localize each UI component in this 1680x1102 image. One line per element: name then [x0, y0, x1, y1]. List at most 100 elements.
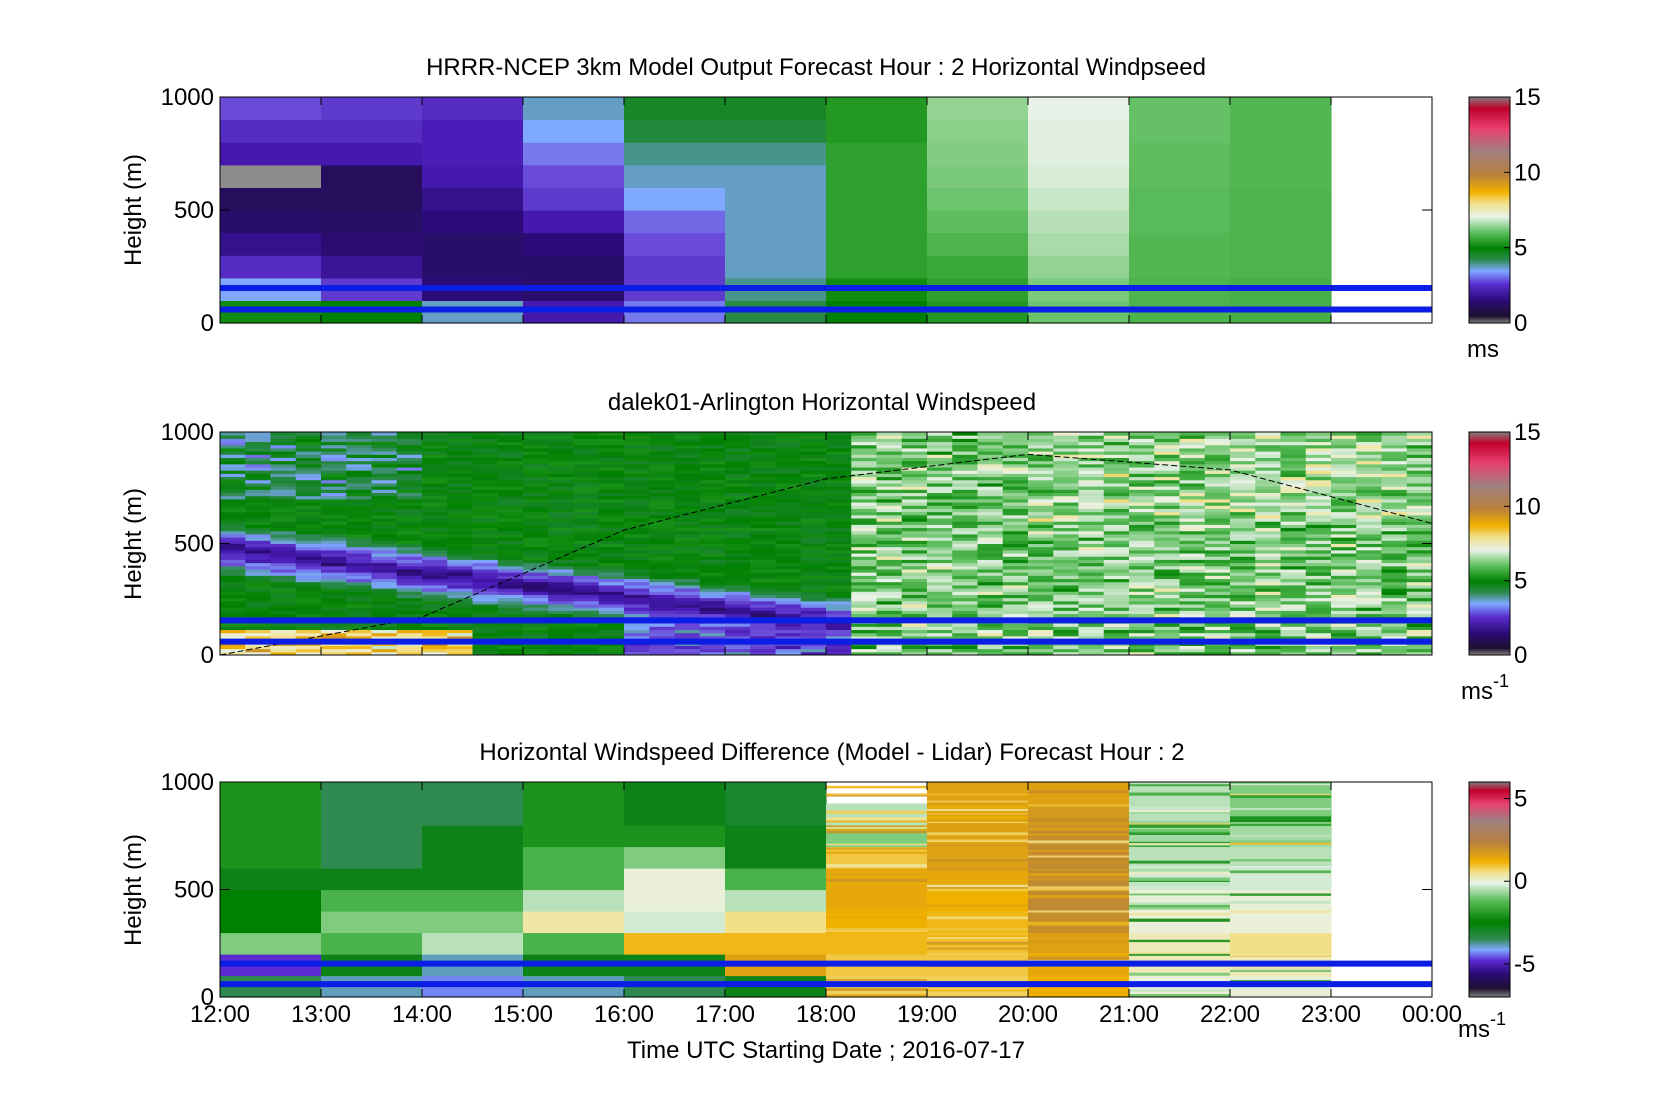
heatmap-cell	[321, 457, 347, 462]
heatmap-cell	[1305, 588, 1332, 592]
heatmap-cell	[548, 648, 574, 653]
heatmap-cell	[472, 495, 499, 500]
heatmap-cell	[1179, 533, 1206, 538]
heatmap-cell	[1230, 457, 1256, 462]
heatmap-cell	[472, 489, 499, 494]
heatmap-cell	[826, 482, 852, 487]
heatmap-cell	[1154, 476, 1180, 481]
heatmap-cell	[573, 610, 600, 615]
heatmap-cell	[800, 635, 827, 640]
heatmap-cell	[851, 460, 877, 465]
heatmap-cell	[1179, 546, 1206, 551]
heatmap-cell	[1154, 527, 1180, 532]
heatmap-cell	[851, 527, 877, 532]
heatmap-cell	[725, 511, 751, 516]
heatmap-cell	[977, 530, 1004, 535]
heatmap-cell	[472, 521, 499, 525]
heatmap-cell	[371, 521, 398, 525]
colorbar-tick-label: 0	[1514, 310, 1527, 337]
heatmap-cell	[1078, 482, 1105, 487]
heatmap-cell	[422, 584, 448, 589]
heatmap-cell	[1028, 511, 1054, 516]
heatmap-cell	[523, 142, 625, 166]
x-tick-label: 16:00	[594, 1001, 654, 1028]
heatmap-cell	[1280, 626, 1307, 631]
heatmap-cell	[220, 632, 246, 637]
heatmap-cell	[346, 511, 372, 516]
heatmap-cell	[422, 932, 524, 955]
heatmap-cell	[826, 546, 852, 551]
heatmap-cell	[624, 502, 650, 506]
heatmap-cell	[1356, 533, 1382, 538]
heatmap-cell	[346, 435, 372, 439]
heatmap-cell	[1406, 597, 1433, 602]
heatmap-cell	[598, 610, 625, 615]
heatmap-cell	[1154, 502, 1180, 506]
heatmap-cell	[775, 495, 802, 500]
heatmap-cell	[220, 846, 322, 869]
heatmap-cell	[295, 492, 322, 497]
heatmap-cell	[750, 626, 776, 631]
heatmap-cell	[952, 432, 978, 436]
heatmap-cell	[220, 470, 246, 474]
heatmap-cell	[800, 495, 827, 500]
heatmap-cell	[346, 648, 372, 653]
heatmap-cell	[1406, 651, 1433, 656]
heatmap-cell	[245, 505, 271, 509]
heatmap-cell	[270, 457, 297, 462]
heatmap-cell	[826, 613, 852, 618]
heatmap-cell	[1129, 893, 1230, 896]
heatmap-cell	[826, 988, 927, 991]
heatmap-cell	[851, 629, 877, 634]
heatmap-cell	[497, 575, 524, 580]
heatmap-cell	[1053, 549, 1079, 554]
heatmap-cell	[1204, 607, 1231, 611]
heatmap-cell	[447, 479, 473, 484]
heatmap-cell	[1103, 610, 1130, 615]
heatmap-cell	[1053, 489, 1079, 494]
heatmap-cell	[826, 651, 852, 656]
heatmap-cell	[523, 610, 549, 615]
heatmap-cell	[1129, 556, 1155, 560]
heatmap-cell	[396, 604, 423, 608]
heatmap-cell	[826, 994, 927, 997]
heatmap-cell	[1381, 584, 1408, 589]
heatmap-cell	[977, 556, 1004, 560]
heatmap-cell	[1230, 454, 1256, 458]
heatmap-cell	[295, 591, 322, 595]
heatmap-cell	[220, 142, 322, 166]
heatmap-cell	[1230, 565, 1256, 570]
heatmap-cell	[1356, 600, 1382, 605]
heatmap-cell	[1028, 889, 1130, 912]
heatmap-cell	[497, 578, 524, 583]
heatmap-cell	[1331, 508, 1357, 513]
heatmap-cell	[1280, 565, 1307, 570]
heatmap-cell	[396, 438, 423, 443]
heatmap-cell	[927, 597, 953, 602]
heatmap-cell	[548, 454, 574, 458]
heatmap-cell	[1381, 613, 1408, 618]
heatmap-cell	[1154, 444, 1180, 449]
heatmap-cell	[1331, 521, 1357, 525]
heatmap-cell	[1356, 588, 1382, 592]
heatmap-cell	[1381, 530, 1408, 535]
heatmap-cell	[725, 591, 751, 595]
heatmap-cell	[1103, 648, 1130, 653]
heatmap-cell	[270, 597, 297, 602]
heatmap-cell	[245, 463, 271, 468]
heatmap-cell	[1078, 575, 1105, 580]
heatmap-cell	[472, 635, 499, 640]
heatmap-cell	[952, 556, 978, 560]
heatmap-cell	[649, 463, 675, 468]
heatmap-cell	[1406, 626, 1433, 631]
heatmap-cell	[826, 915, 927, 919]
heatmap-cell	[1179, 600, 1206, 605]
heatmap-cell	[977, 553, 1004, 557]
heatmap-cell	[1103, 568, 1130, 573]
heatmap-cell	[1129, 868, 1230, 872]
heatmap-cell	[1053, 441, 1079, 446]
heatmap-cell	[523, 607, 549, 611]
heatmap-cell	[321, 447, 347, 452]
heatmap-cell	[750, 438, 776, 443]
